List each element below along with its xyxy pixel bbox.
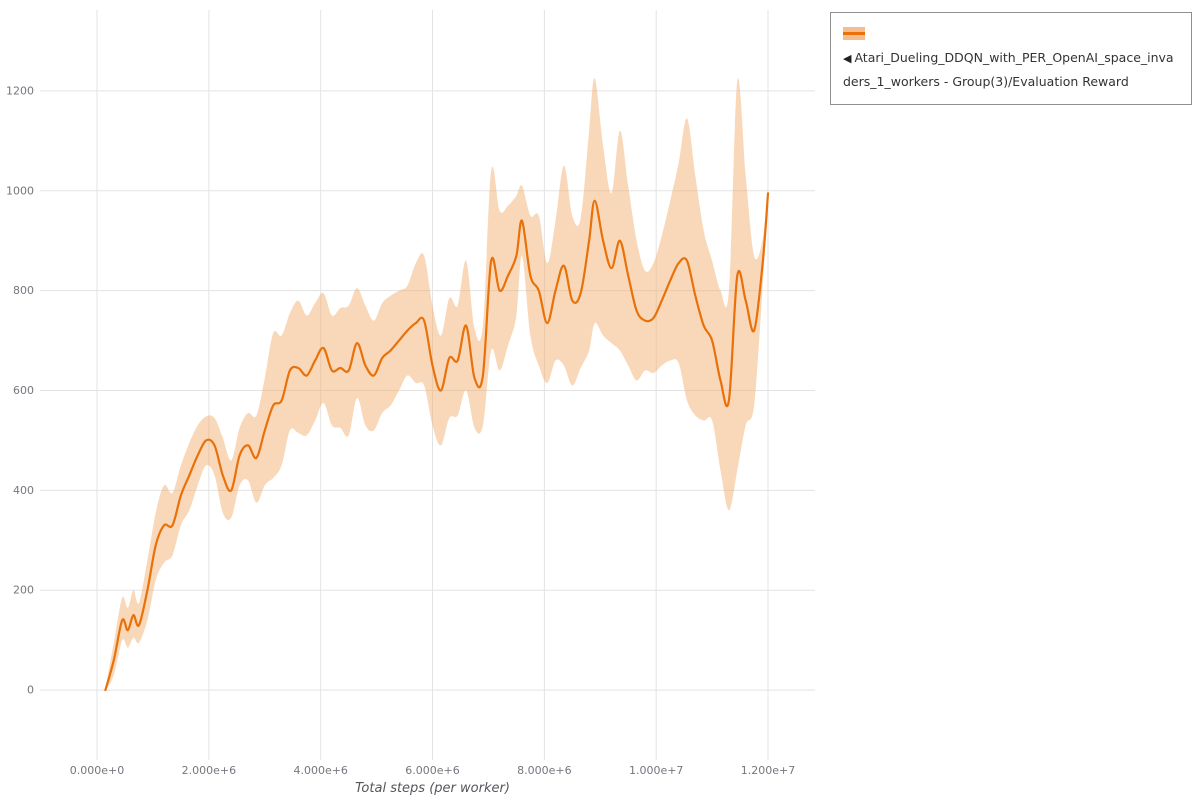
legend-swatch-line-icon bbox=[843, 32, 865, 35]
x-tick-label: 4.000e+6 bbox=[293, 764, 347, 777]
y-tick-label: 800 bbox=[13, 284, 34, 297]
x-tick-label: 0.000e+0 bbox=[70, 764, 124, 777]
reward-line bbox=[104, 192, 770, 692]
legend-series-swatch-icon bbox=[843, 27, 865, 40]
legend-collapse-arrow-icon[interactable]: ◀ bbox=[843, 51, 852, 65]
y-tick-label: 1200 bbox=[6, 84, 34, 97]
y-tick-label: 200 bbox=[13, 584, 34, 597]
legend[interactable]: ◀ Atari_Dueling_DDQN_with_PER_OpenAI_spac… bbox=[830, 12, 1192, 106]
y-tick-label: 400 bbox=[13, 484, 34, 497]
x-tick-label: 6.000e+6 bbox=[405, 764, 459, 777]
x-axis-label: Total steps (per worker) bbox=[355, 781, 510, 796]
x-tick-label: 1.000e+7 bbox=[629, 764, 683, 777]
y-tick-label: 1000 bbox=[6, 184, 34, 197]
x-tick-label: 2.000e+6 bbox=[182, 764, 236, 777]
y-tick-label: 0 bbox=[27, 684, 34, 697]
x-tick-label: 1.200e+7 bbox=[741, 764, 795, 777]
legend-series-label: Atari_Dueling_DDQN_with_PER_OpenAI_space… bbox=[843, 49, 1174, 89]
x-tick-label: 8.000e+6 bbox=[517, 764, 571, 777]
y-tick-label: 600 bbox=[13, 384, 34, 397]
